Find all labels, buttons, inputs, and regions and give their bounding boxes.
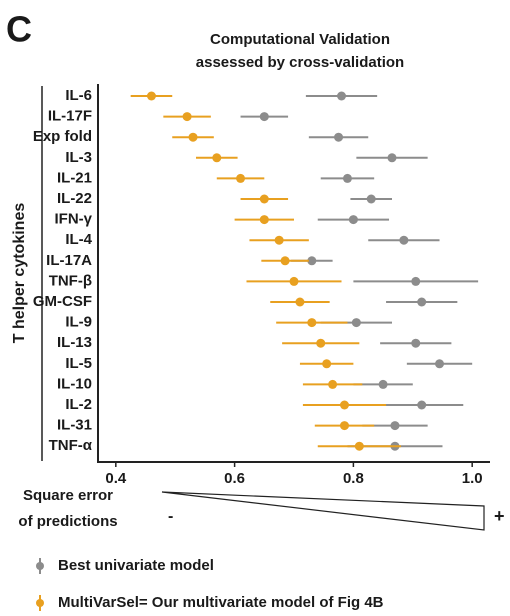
y-tick-label: IL-17A (46, 252, 92, 269)
point (342, 173, 352, 183)
y-tick-label: IL-6 (65, 87, 92, 104)
point (188, 132, 198, 142)
point (274, 235, 284, 245)
point (387, 153, 397, 163)
y-tick-label: Exp fold (33, 128, 92, 145)
x-tick-label: 0.8 (343, 470, 364, 487)
legend-icon (36, 562, 44, 570)
scale-low: - (168, 508, 173, 525)
y-tick-label: IL-22 (57, 190, 92, 207)
y-tick-label: IL-5 (65, 355, 92, 372)
triangle (161, 491, 485, 531)
x-tick-label: 1.0 (462, 470, 483, 487)
point (307, 318, 317, 328)
y-tick-label: IL-13 (57, 334, 92, 351)
point (399, 235, 409, 245)
point (337, 91, 347, 101)
legend-label: Best univariate model (58, 557, 214, 574)
chart-title: Computational Validation (210, 31, 390, 48)
x-tick-label: 0.4 (105, 470, 127, 487)
legend-label: MultiVarSel= Our multivariate model of F… (58, 594, 384, 611)
point (366, 194, 376, 204)
point (390, 421, 400, 431)
panel-label: C (6, 9, 32, 50)
y-tick-label: IL-31 (57, 417, 92, 434)
y-tick-label: IL-4 (65, 231, 92, 248)
point (146, 91, 156, 101)
point (295, 297, 305, 307)
y-tick-label: IFN-γ (55, 211, 93, 228)
scale-high: + (494, 506, 505, 526)
point (259, 194, 269, 204)
point (411, 276, 421, 286)
annotation: Square error (23, 487, 113, 504)
point (339, 400, 349, 410)
point (316, 338, 326, 348)
y-tick-label: IL-2 (65, 396, 92, 413)
point (236, 173, 246, 183)
point (212, 153, 222, 163)
y-tick-label: IL-17F (48, 108, 92, 125)
point (354, 441, 364, 451)
point (280, 256, 290, 266)
point (417, 297, 427, 307)
point (411, 338, 421, 348)
point (328, 379, 338, 389)
y-axis-label: T helper cytokines (11, 203, 28, 344)
point (259, 215, 269, 225)
y-tick-label: TNF-α (49, 437, 93, 454)
point (435, 359, 445, 369)
point (182, 112, 192, 122)
point (417, 400, 427, 410)
point (378, 379, 388, 389)
y-tick-label: IL-9 (65, 314, 92, 331)
legend-icon (36, 599, 44, 607)
y-tick-label: IL-10 (57, 375, 92, 392)
y-tick-label: IL-21 (57, 169, 92, 186)
point (348, 215, 358, 225)
point (307, 256, 317, 266)
chart-title: assessed by cross-validation (196, 54, 404, 71)
y-tick-label: TNF-β (49, 272, 92, 289)
point (289, 276, 299, 286)
point (259, 112, 269, 122)
point (322, 359, 332, 369)
y-tick-label: GM-CSF (33, 293, 92, 310)
point (351, 318, 361, 328)
annotation: of predictions (18, 513, 117, 530)
x-tick-label: 0.6 (224, 470, 245, 487)
point (339, 421, 349, 431)
y-tick-label: IL-3 (65, 149, 92, 166)
point (334, 132, 344, 142)
